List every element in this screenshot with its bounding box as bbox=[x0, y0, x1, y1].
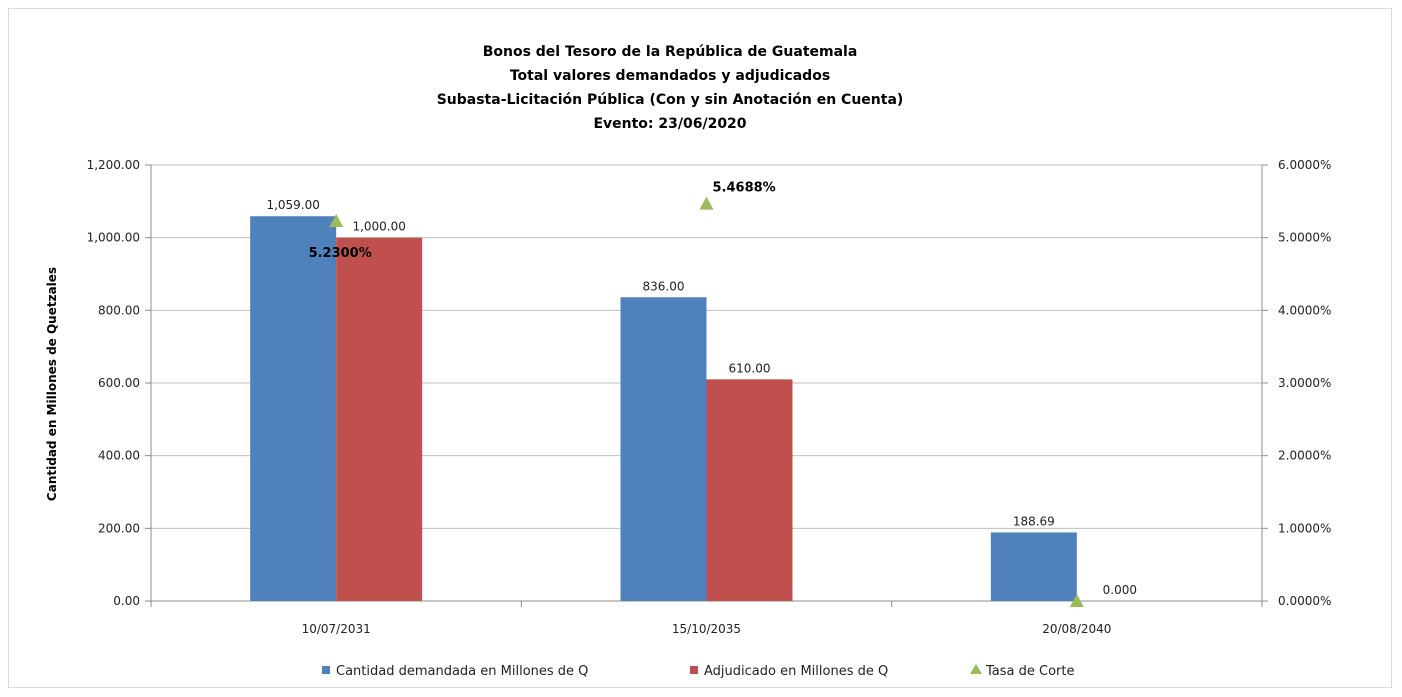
bar-1-2 bbox=[620, 297, 707, 601]
legend-swatch-2 bbox=[690, 666, 698, 674]
marker-label-2: 5.4688% bbox=[713, 181, 776, 196]
chart-title-line-3: Subasta-Licitación Pública (Con y sin An… bbox=[437, 92, 904, 108]
bar-2-2 bbox=[706, 379, 793, 601]
y-tick-label: 200.00 bbox=[98, 521, 140, 535]
marker-2 bbox=[699, 196, 714, 210]
marker-1 bbox=[329, 213, 344, 227]
y-tick-label: 600.00 bbox=[98, 376, 140, 390]
x-tick-label: 15/10/2035 bbox=[672, 622, 741, 636]
y-tick-label: 1,200.00 bbox=[87, 158, 140, 172]
y-tick-label: 0.00 bbox=[113, 594, 140, 608]
y2-tick-label: 2.0000% bbox=[1278, 449, 1331, 463]
legend-swatch-1 bbox=[322, 666, 330, 674]
bar-label-1-1: 1,059.00 bbox=[266, 198, 319, 212]
y2-tick-label: 0.0000% bbox=[1278, 594, 1331, 608]
bar-label-2-3: 0.000 bbox=[1103, 583, 1137, 597]
data-labels: 1,059.00 1,000.00 836.00 610.00 188.69 0.000 5… bbox=[266, 181, 1137, 597]
legend-label-2: Adjudicado en Millones de Q bbox=[704, 664, 888, 679]
y2-tick-label: 1.0000% bbox=[1278, 521, 1331, 535]
legend-label-1: Cantidad demandada en Millones de Q bbox=[336, 664, 588, 679]
axes: 0.00 0.0000% 200.00 1.0000% 400.00 2.0000% 600… bbox=[87, 158, 1332, 636]
bar-2-1 bbox=[336, 237, 423, 601]
legend: Cantidad demandada en Millones de Q Adjud… bbox=[322, 664, 1074, 679]
bar-label-1-3: 188.69 bbox=[1013, 514, 1055, 528]
chart-title-line-2: Total valores demandados y adjudicados bbox=[510, 68, 830, 84]
y2-tick-label: 6.0000% bbox=[1278, 158, 1331, 172]
x-tick-label: 20/08/2040 bbox=[1042, 622, 1111, 636]
bar-label-2-1: 1,000.00 bbox=[352, 220, 405, 234]
y-tick-label: 400.00 bbox=[98, 449, 140, 463]
bars bbox=[250, 216, 1077, 602]
x-tick-label: 10/07/2031 bbox=[302, 622, 371, 636]
bar-1-1 bbox=[250, 216, 337, 602]
y2-tick-label: 3.0000% bbox=[1278, 376, 1331, 390]
bar-label-2-2: 610.00 bbox=[729, 361, 771, 375]
chart-title: Bonos del Tesoro de la República de Guat… bbox=[437, 44, 904, 132]
legend-label-3: Tasa de Corte bbox=[985, 664, 1074, 679]
marker-label-1: 5.2300% bbox=[309, 246, 372, 261]
y-axis-label: Cantidad en Millones de Quetzales bbox=[45, 267, 59, 501]
chart-title-line-4: Evento: 23/06/2020 bbox=[593, 116, 746, 132]
y2-tick-label: 4.0000% bbox=[1278, 303, 1331, 317]
markers bbox=[329, 196, 1084, 607]
bar-label-1-2: 836.00 bbox=[643, 279, 685, 293]
legend-swatch-3 bbox=[970, 664, 982, 674]
y-tick-label: 800.00 bbox=[98, 303, 140, 317]
y-tick-label: 1,000.00 bbox=[87, 231, 140, 245]
chart-title-line-1: Bonos del Tesoro de la República de Guat… bbox=[483, 44, 858, 60]
y2-tick-label: 5.0000% bbox=[1278, 231, 1331, 245]
marker-3 bbox=[1069, 594, 1084, 607]
bar-1-3 bbox=[990, 532, 1077, 601]
